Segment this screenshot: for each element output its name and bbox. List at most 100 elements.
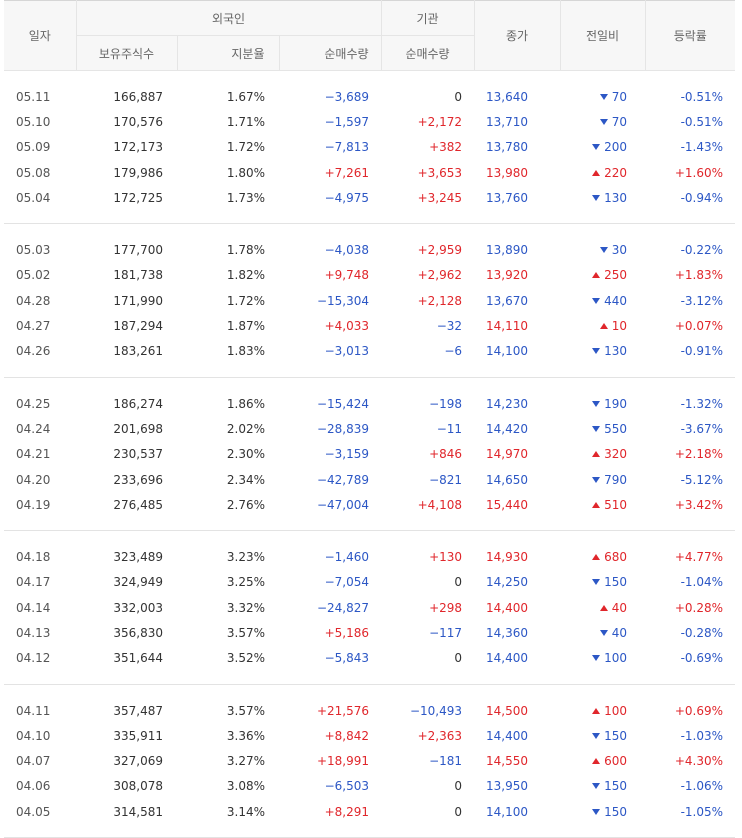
cell-ratio: 3.52% bbox=[177, 646, 279, 671]
cell-change: 680 bbox=[560, 544, 645, 569]
cell-rate: -1.03% bbox=[645, 723, 735, 748]
cell-close: 14,650 bbox=[474, 467, 560, 492]
cell-change-value: 250 bbox=[604, 268, 627, 282]
cell-foreign-net: +9,748 bbox=[279, 263, 381, 288]
cell-change-value: 40 bbox=[612, 601, 627, 615]
cell-foreign-net: +21,576 bbox=[279, 698, 381, 723]
cell-ratio: 3.08% bbox=[177, 774, 279, 799]
cell-change-value: 320 bbox=[604, 447, 627, 461]
cell-rate: -0.51% bbox=[645, 109, 735, 134]
cell-change-value: 150 bbox=[604, 575, 627, 589]
cell-change-value: 200 bbox=[604, 140, 627, 154]
cell-change-value: 190 bbox=[604, 397, 627, 411]
cell-ratio: 3.23% bbox=[177, 544, 279, 569]
cell-ratio: 1.73% bbox=[177, 185, 279, 210]
cell-holdings: 171,990 bbox=[76, 288, 177, 313]
cell-close: 13,920 bbox=[474, 263, 560, 288]
cell-holdings: 179,986 bbox=[76, 160, 177, 185]
cell-date: 04.28 bbox=[4, 288, 76, 313]
cell-rate: -0.94% bbox=[645, 185, 735, 210]
cell-rate: -1.32% bbox=[645, 391, 735, 416]
cell-institution-net: +2,172 bbox=[381, 109, 474, 134]
cell-institution-net: 0 bbox=[381, 646, 474, 671]
triangle-down-icon bbox=[600, 94, 608, 100]
cell-date: 05.10 bbox=[4, 109, 76, 134]
cell-institution-net: +846 bbox=[381, 442, 474, 467]
cell-ratio: 3.25% bbox=[177, 570, 279, 595]
cell-ratio: 2.02% bbox=[177, 416, 279, 441]
cell-date: 04.17 bbox=[4, 570, 76, 595]
cell-ratio: 1.67% bbox=[177, 84, 279, 109]
cell-change-value: 220 bbox=[604, 166, 627, 180]
cell-institution-net: +2,962 bbox=[381, 263, 474, 288]
cell-rate: +1.83% bbox=[645, 263, 735, 288]
cell-date: 05.09 bbox=[4, 135, 76, 160]
cell-ratio: 1.87% bbox=[177, 313, 279, 338]
cell-close: 13,980 bbox=[474, 160, 560, 185]
cell-rate: +2.18% bbox=[645, 442, 735, 467]
triangle-up-icon bbox=[600, 323, 608, 329]
cell-change-value: 40 bbox=[612, 626, 627, 640]
cell-ratio: 1.71% bbox=[177, 109, 279, 134]
cell-change: 790 bbox=[560, 467, 645, 492]
cell-institution-net: +2,128 bbox=[381, 288, 474, 313]
header-holdings: 보유주식수 bbox=[76, 36, 177, 71]
triangle-down-icon bbox=[592, 298, 600, 304]
triangle-down-icon bbox=[600, 630, 608, 636]
cell-institution-net: −11 bbox=[381, 416, 474, 441]
cell-change: 100 bbox=[560, 646, 645, 671]
cell-date: 04.13 bbox=[4, 620, 76, 645]
triangle-down-icon bbox=[592, 401, 600, 407]
cell-institution-net: 0 bbox=[381, 774, 474, 799]
cell-ratio: 1.83% bbox=[177, 339, 279, 364]
cell-holdings: 230,537 bbox=[76, 442, 177, 467]
cell-change: 550 bbox=[560, 416, 645, 441]
cell-change-value: 100 bbox=[604, 704, 627, 718]
cell-foreign-net: −4,975 bbox=[279, 185, 381, 210]
cell-holdings: 186,274 bbox=[76, 391, 177, 416]
cell-institution-net: −198 bbox=[381, 391, 474, 416]
cell-institution-net: −32 bbox=[381, 313, 474, 338]
cell-foreign-net: +8,842 bbox=[279, 723, 381, 748]
triangle-up-icon bbox=[592, 272, 600, 278]
triangle-down-icon bbox=[592, 579, 600, 585]
triangle-up-icon bbox=[592, 502, 600, 508]
triangle-down-icon bbox=[600, 119, 608, 125]
cell-rate: -3.67% bbox=[645, 416, 735, 441]
cell-ratio: 1.80% bbox=[177, 160, 279, 185]
cell-close: 14,930 bbox=[474, 544, 560, 569]
cell-foreign-net: −3,013 bbox=[279, 339, 381, 364]
header-foreign-net-label: 순매수량 bbox=[324, 47, 368, 61]
cell-foreign-net: −1,460 bbox=[279, 544, 381, 569]
cell-change: 150 bbox=[560, 723, 645, 748]
cell-holdings: 357,487 bbox=[76, 698, 177, 723]
cell-ratio: 3.27% bbox=[177, 749, 279, 774]
cell-holdings: 170,576 bbox=[76, 109, 177, 134]
triangle-down-icon bbox=[592, 144, 600, 150]
cell-change: 190 bbox=[560, 391, 645, 416]
cell-close: 13,890 bbox=[474, 237, 560, 262]
header-date: 일자 bbox=[4, 1, 76, 71]
cell-holdings: 177,700 bbox=[76, 237, 177, 262]
cell-rate: +4.77% bbox=[645, 544, 735, 569]
cell-foreign-net: −28,839 bbox=[279, 416, 381, 441]
cell-foreign-net: −5,843 bbox=[279, 646, 381, 671]
header-institution: 기관 bbox=[381, 1, 474, 36]
cell-close: 14,230 bbox=[474, 391, 560, 416]
cell-rate: -1.05% bbox=[645, 799, 735, 824]
cell-foreign-net: −15,424 bbox=[279, 391, 381, 416]
cell-foreign-net: −15,304 bbox=[279, 288, 381, 313]
cell-holdings: 351,644 bbox=[76, 646, 177, 671]
cell-institution-net: +3,245 bbox=[381, 185, 474, 210]
cell-institution-net: −821 bbox=[381, 467, 474, 492]
triangle-down-icon bbox=[592, 348, 600, 354]
cell-change-value: 70 bbox=[612, 90, 627, 104]
triangle-down-icon bbox=[592, 809, 600, 815]
